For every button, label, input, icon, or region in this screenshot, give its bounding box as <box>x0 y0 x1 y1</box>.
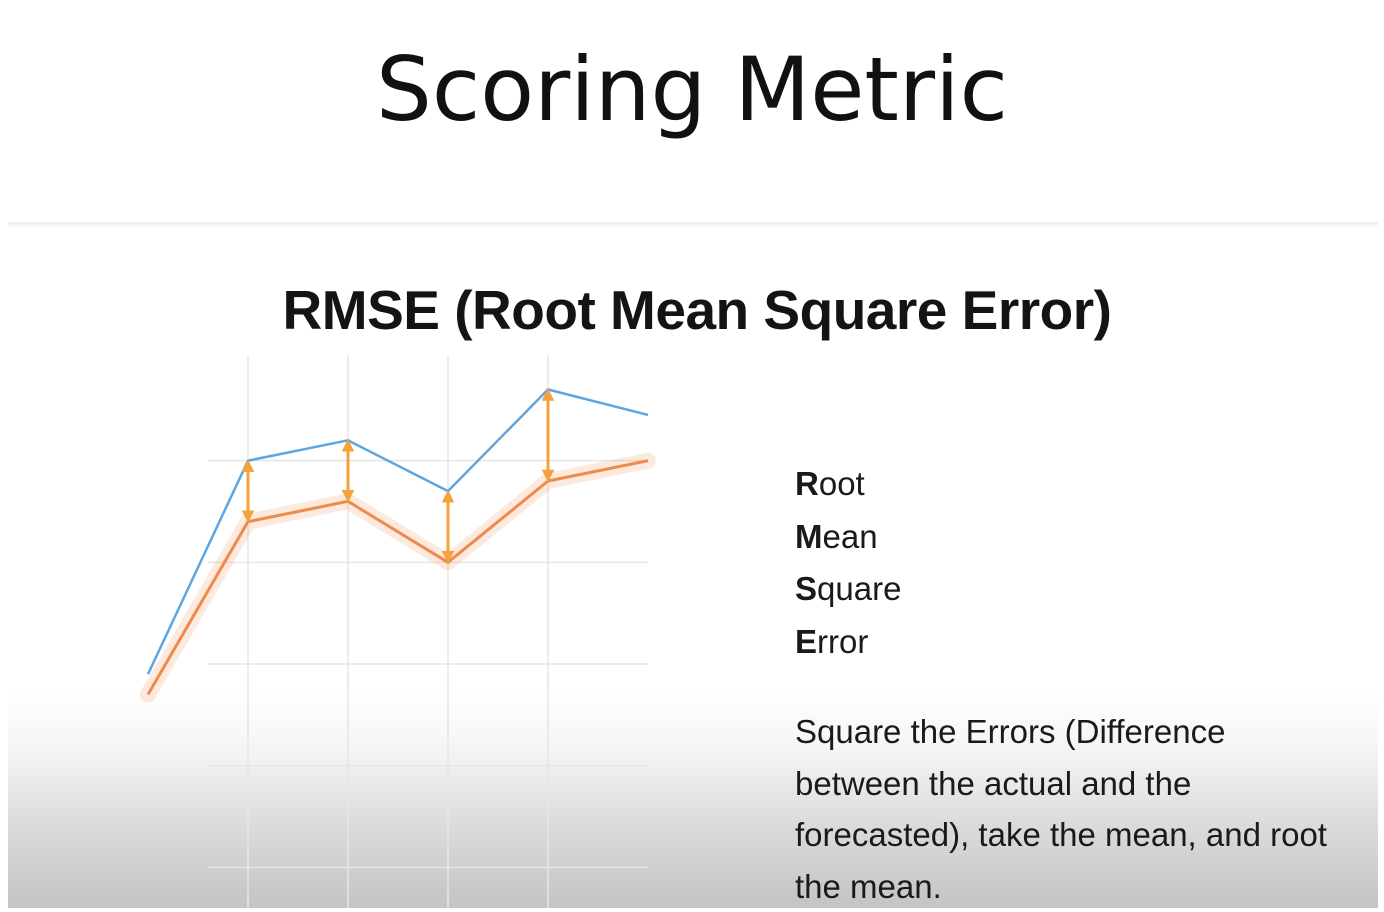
forecast-line <box>146 459 649 696</box>
rmse-heading: RMSE (Root Mean Square Error) <box>282 279 1112 341</box>
acronym-initial: R <box>795 465 819 502</box>
chart-lines <box>140 388 656 703</box>
acronym-rest: oot <box>818 465 865 502</box>
acronym-initial: S <box>795 570 818 607</box>
actual-line <box>146 388 649 675</box>
rmse-description: Square the Errors (Difference between th… <box>795 713 1327 905</box>
error-arrows <box>241 388 555 564</box>
acronym-square: Square <box>795 563 901 616</box>
acronym-rest: rror <box>817 622 869 660</box>
acronym-list: Root Mean Square Error <box>795 458 901 668</box>
chart-grid <box>208 355 648 908</box>
acronym-rest: ean <box>822 517 878 555</box>
video-frame <box>8 222 1378 908</box>
video-frame-edge <box>8 222 1378 228</box>
acronym-initial: M <box>795 517 823 555</box>
forecast-line-halo <box>140 452 656 703</box>
rmse-chart <box>140 355 656 908</box>
acronym-initial: E <box>795 622 818 660</box>
acronym-error: Error <box>795 616 901 669</box>
acronym-root: Root <box>795 458 901 511</box>
slide-title: Scoring Metric <box>376 38 1008 141</box>
acronym-mean: Mean <box>795 511 901 564</box>
acronym-rest: quare <box>817 570 902 607</box>
